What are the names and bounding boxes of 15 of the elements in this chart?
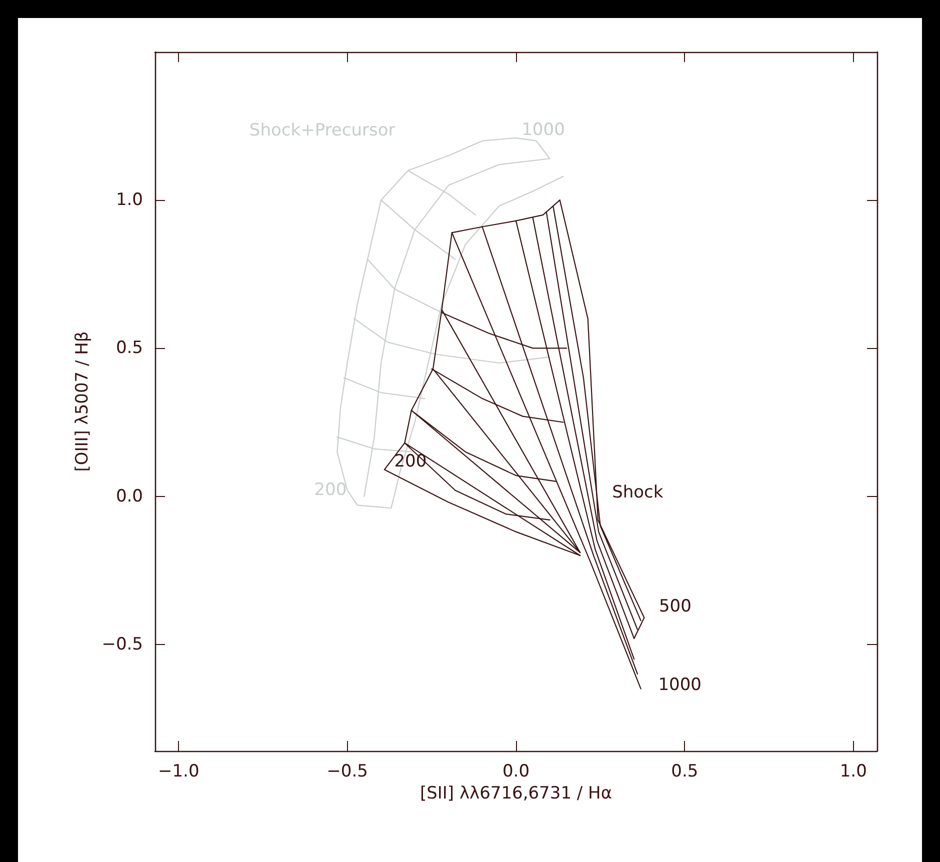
y-tick-label: −0.5	[102, 634, 143, 654]
x-tick-label: 1.0	[840, 762, 867, 782]
x-tick-label: −1.0	[158, 762, 200, 782]
x-axis-title: [SII] λλ6716,6731 / Hα	[420, 784, 612, 804]
annotation: 500	[658, 596, 692, 617]
annotation: 200	[394, 452, 427, 472]
annotation: 1000	[658, 674, 702, 695]
y-tick-label: 0.0	[116, 486, 143, 506]
series-label: Shock	[612, 482, 664, 502]
x-tick-label: 0.0	[502, 762, 530, 782]
x-tick-label: 0.5	[671, 762, 698, 782]
x-tick-label: −0.5	[326, 762, 368, 782]
y-axis-title: [OIII] λ5007 / Hβ	[72, 331, 92, 472]
y-tick-label: 1.0	[116, 190, 143, 210]
y-tick-label: 0.5	[116, 338, 143, 358]
